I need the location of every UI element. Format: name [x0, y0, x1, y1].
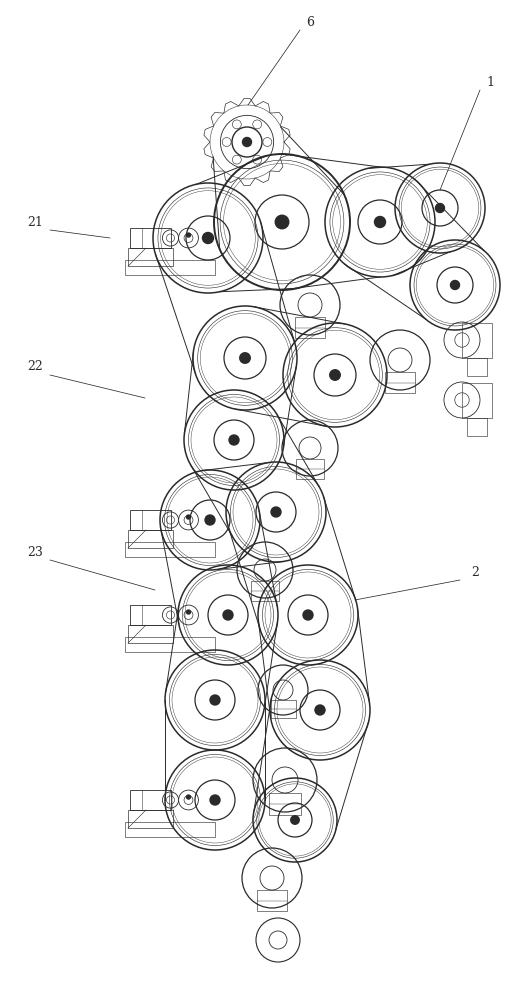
Circle shape: [271, 507, 281, 517]
Bar: [257, 890, 287, 911]
Bar: [295, 317, 325, 338]
Bar: [130, 605, 170, 625]
Circle shape: [240, 353, 250, 363]
Circle shape: [187, 610, 191, 614]
Bar: [125, 637, 215, 652]
Circle shape: [210, 695, 220, 705]
Bar: [125, 542, 215, 557]
Circle shape: [303, 610, 313, 620]
Circle shape: [187, 515, 191, 519]
Bar: [296, 459, 324, 479]
Bar: [128, 810, 172, 828]
Circle shape: [242, 137, 252, 146]
Circle shape: [451, 280, 460, 290]
Circle shape: [375, 217, 386, 228]
Circle shape: [275, 215, 289, 229]
Circle shape: [330, 370, 340, 380]
Text: 22: 22: [27, 360, 43, 373]
Circle shape: [223, 610, 233, 620]
Circle shape: [291, 816, 299, 824]
Bar: [128, 530, 172, 548]
Bar: [462, 322, 492, 358]
Circle shape: [205, 515, 215, 525]
Bar: [130, 510, 170, 530]
Bar: [125, 822, 215, 837]
Circle shape: [229, 435, 239, 445]
Bar: [125, 260, 215, 275]
Bar: [130, 228, 170, 248]
Bar: [385, 372, 415, 393]
Circle shape: [187, 795, 191, 799]
Text: 21: 21: [27, 216, 43, 229]
Text: 23: 23: [27, 546, 43, 558]
Circle shape: [203, 232, 214, 243]
Bar: [467, 418, 487, 436]
Bar: [270, 700, 295, 718]
Text: 2: 2: [471, 566, 479, 578]
Bar: [467, 358, 487, 375]
Bar: [462, 382, 492, 418]
Circle shape: [210, 795, 220, 805]
Text: 1: 1: [486, 76, 494, 89]
Bar: [128, 625, 172, 643]
Text: 6: 6: [306, 15, 314, 28]
Circle shape: [315, 705, 325, 715]
Bar: [269, 793, 301, 815]
Bar: [128, 248, 172, 266]
Circle shape: [187, 233, 191, 237]
Bar: [130, 790, 170, 810]
Bar: [251, 581, 279, 601]
Circle shape: [436, 204, 444, 213]
